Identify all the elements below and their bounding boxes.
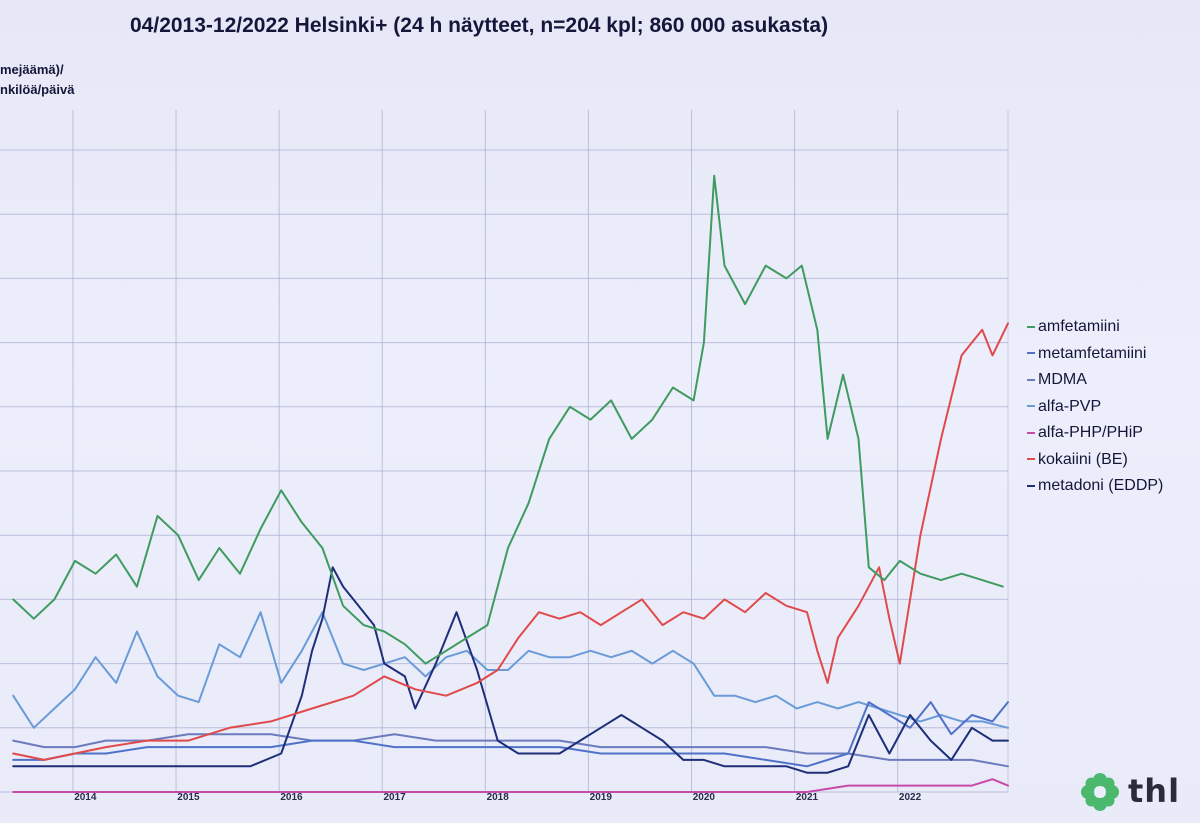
legend-item-alfa-pvp: alfa-PVP: [1027, 396, 1163, 423]
chart-legend: amfetamiini metamfetamiini MDMA alfa-PVP…: [1027, 316, 1163, 502]
legend-dash: [1027, 458, 1035, 461]
x-tick-label: 2022: [899, 792, 922, 803]
series-line-alfa-php-phip: [12, 778, 1009, 793]
x-tick-label: 2014: [74, 792, 97, 803]
x-tick-label: 2015: [177, 792, 200, 803]
legend-dash: [1027, 325, 1035, 328]
chart-title: 04/2013-12/2022 Helsinki+ (24 h näytteet…: [130, 14, 829, 37]
x-tick-label: 2017: [383, 792, 406, 803]
x-tick-label: 2016: [280, 792, 303, 803]
legend-dash: [1027, 352, 1035, 355]
series-line-metadoni-eddp-: [12, 566, 1009, 774]
y-axis-label-line1: mejäämä)/: [0, 62, 64, 77]
series-line-metamfetamiini: [12, 701, 1009, 768]
legend-item-amfetamiini: amfetamiini: [1027, 316, 1163, 343]
series-line-kokaiini-be-: [12, 322, 1009, 761]
x-tick-label: 2019: [590, 792, 613, 803]
legend-item-kokaiini: kokaiini (BE): [1027, 449, 1163, 476]
thl-logo-icon: [1081, 773, 1119, 811]
legend-dash: [1027, 405, 1035, 408]
legend-dash: [1027, 484, 1035, 487]
legend-dash: [1027, 378, 1035, 381]
x-tick-label: 2018: [487, 792, 510, 803]
legend-item-alfa-php: alfa-PHP/PHiP: [1027, 422, 1163, 449]
series-line-amfetamiini: [12, 174, 1004, 665]
y-axis-label: mejäämä)/ nkilöä/päivä: [0, 60, 74, 100]
y-axis-label-line2: nkilöä/päivä: [0, 82, 75, 97]
legend-dash: [1027, 431, 1035, 434]
legend-item-metamfetamiini: metamfetamiini: [1027, 343, 1163, 370]
x-tick-label: 2021: [796, 792, 819, 803]
series-line-alfa-pvp: [12, 611, 1009, 729]
thl-logo-text: thl: [1128, 772, 1181, 810]
x-tick-label: 2020: [693, 792, 716, 803]
legend-item-metadoni: metadoni (EDDP): [1027, 475, 1163, 502]
legend-item-mdma: MDMA: [1027, 369, 1163, 396]
